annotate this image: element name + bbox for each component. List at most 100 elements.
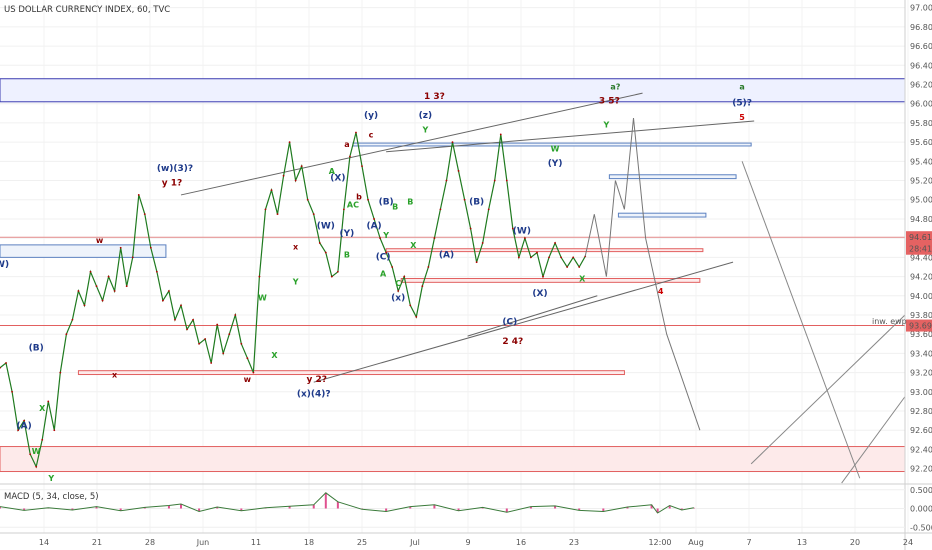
zone-box bbox=[617, 212, 707, 218]
wave-label: W bbox=[258, 294, 267, 303]
price-point bbox=[517, 256, 520, 259]
wave-label: a bbox=[344, 140, 349, 149]
y-tick-label: 97.00 bbox=[910, 4, 932, 13]
x-tick-label: Aug bbox=[688, 538, 704, 547]
price-point bbox=[373, 218, 375, 220]
x-tick-label: 24 bbox=[903, 538, 913, 547]
price-point bbox=[469, 227, 472, 230]
price-point bbox=[198, 342, 201, 345]
price-tag-text: 94.61 bbox=[909, 233, 932, 242]
wave-label: X bbox=[579, 274, 586, 283]
wave-label: (C) bbox=[376, 252, 391, 262]
price-point bbox=[95, 285, 98, 288]
price-point bbox=[101, 299, 104, 302]
x-tick-label: Jun bbox=[196, 538, 210, 547]
wave-label: A bbox=[380, 270, 387, 279]
wave-label: AC bbox=[347, 200, 359, 209]
price-point bbox=[397, 290, 400, 292]
price-point bbox=[204, 338, 207, 340]
price-point bbox=[367, 198, 369, 201]
price-point bbox=[427, 266, 430, 268]
price-point bbox=[536, 251, 538, 254]
zone-box bbox=[0, 446, 906, 473]
price-tag-box bbox=[906, 319, 932, 332]
x-tick-label: 7 bbox=[746, 538, 751, 547]
price-point bbox=[548, 256, 550, 259]
price-point bbox=[180, 304, 182, 307]
price-point bbox=[451, 141, 454, 144]
wave-label: (B) bbox=[469, 198, 484, 208]
trend-line bbox=[741, 161, 861, 479]
price-point bbox=[71, 318, 74, 321]
wave-label: (z) bbox=[419, 111, 432, 121]
wave-label: (C) bbox=[502, 318, 517, 328]
y-tick-label: 93.00 bbox=[910, 388, 932, 397]
price-series-line bbox=[0, 132, 586, 469]
price-point bbox=[137, 194, 140, 196]
price-point bbox=[131, 256, 134, 259]
wave-label: W bbox=[551, 145, 560, 154]
wave-label: (X) bbox=[330, 174, 345, 184]
y-tick-label: 94.20 bbox=[910, 273, 932, 282]
price-point bbox=[318, 242, 321, 244]
price-point bbox=[53, 429, 56, 432]
zone-box bbox=[608, 174, 737, 180]
wave-label: 2 4? bbox=[502, 337, 523, 347]
x-tick-label: 28 bbox=[145, 538, 155, 547]
y-tick-label: 96.60 bbox=[910, 42, 932, 51]
macd-y-tick-label: 0.0000 bbox=[910, 505, 932, 514]
wave-label: X bbox=[39, 404, 46, 413]
price-point bbox=[174, 318, 176, 321]
price-point bbox=[210, 362, 213, 364]
price-point bbox=[306, 198, 309, 201]
trend-line bbox=[841, 396, 906, 484]
price-point bbox=[433, 237, 436, 240]
price-point bbox=[186, 328, 188, 331]
price-point bbox=[5, 362, 7, 364]
price-point bbox=[524, 237, 526, 240]
price-point bbox=[409, 304, 412, 307]
price-point bbox=[349, 155, 351, 158]
price-point bbox=[155, 270, 158, 273]
wave-label: (B) bbox=[379, 198, 394, 208]
price-point bbox=[11, 390, 13, 393]
wave-label: (W) bbox=[317, 222, 335, 232]
price-point bbox=[77, 290, 80, 292]
price-point bbox=[258, 275, 261, 278]
y-tick-label: 92.60 bbox=[910, 426, 932, 435]
wave-label: Y bbox=[421, 126, 428, 135]
zone-box bbox=[385, 248, 704, 253]
price-point bbox=[481, 242, 484, 244]
x-tick-label: 13 bbox=[797, 538, 807, 547]
price-tag-box bbox=[906, 242, 932, 255]
y-tick-label: 96.20 bbox=[910, 81, 932, 90]
price-point bbox=[216, 323, 219, 326]
price-point bbox=[487, 208, 490, 211]
price-point bbox=[89, 270, 92, 273]
trend-line bbox=[467, 295, 598, 337]
price-tag-box bbox=[906, 231, 932, 244]
price-point bbox=[439, 208, 442, 211]
price-point bbox=[324, 251, 327, 254]
price-point bbox=[542, 275, 544, 278]
wave-label: W bbox=[32, 447, 41, 456]
price-point bbox=[560, 256, 562, 259]
wave-label: c bbox=[369, 130, 374, 139]
wave-label: C bbox=[395, 279, 401, 288]
price-point bbox=[391, 266, 394, 268]
wave-label: 3 5? bbox=[599, 97, 620, 107]
price-point bbox=[282, 174, 285, 177]
price-point bbox=[300, 165, 303, 168]
price-point bbox=[264, 208, 267, 211]
price-point bbox=[505, 179, 508, 182]
price-point bbox=[246, 357, 249, 360]
wave-label: Y bbox=[47, 474, 54, 483]
wave-label: Y bbox=[292, 277, 299, 286]
price-point bbox=[228, 333, 231, 336]
price-point bbox=[65, 333, 68, 336]
x-tick-label: 20 bbox=[850, 538, 860, 547]
wave-label: w bbox=[96, 236, 104, 245]
price-point bbox=[143, 213, 146, 216]
wave-label: (y) bbox=[364, 111, 378, 121]
